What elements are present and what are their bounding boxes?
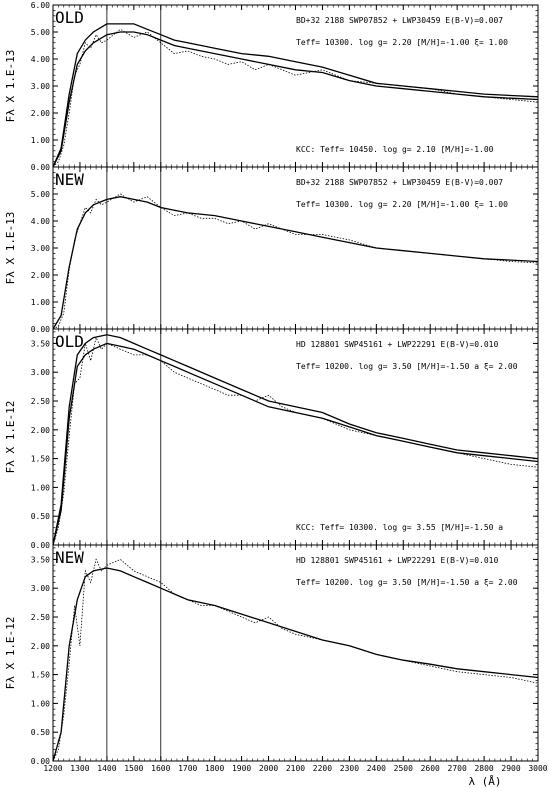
y-tick-label: 0.00 <box>31 163 50 172</box>
y-tick-label: 2.50 <box>31 397 50 406</box>
x-tick-label: 1700 <box>178 764 197 773</box>
x-tick-label: 2200 <box>313 764 332 773</box>
y-axis-label: Fλ X 1.E-13 <box>4 212 17 285</box>
panel-frame <box>52 4 539 168</box>
y-tick-label: 0.00 <box>31 325 50 334</box>
panel-footnote: KCC: Teff= 10450. log g= 2.10 [M/H]=-1.0… <box>296 145 494 154</box>
y-tick-label: 6.00 <box>31 1 50 10</box>
y-axis-label: Fλ X 1.E-12 <box>4 401 17 474</box>
y-tick-label: 3.00 <box>31 584 50 593</box>
panel-info-line: BD+32 2188 SWP07852 + LWP30459 E(B-V)=0.… <box>296 178 503 187</box>
x-tick-label: 2500 <box>394 764 413 773</box>
panel-info-line: Teff= 10200. log g= 3.50 [M/H]=-1.50 a ξ… <box>296 578 518 587</box>
x-tick-label: 1300 <box>70 764 89 773</box>
panel-info-line: HD 128801 SWP45161 + LWP22291 E(B-V)=0.0… <box>296 340 498 349</box>
x-tick-label: 2000 <box>259 764 278 773</box>
y-tick-label: 4.00 <box>31 55 50 64</box>
y-tick-label: 1.50 <box>31 455 50 464</box>
panel-2: 0.00 1.00 2.00 3.00 4.00 5.00 Fλ X 1.E-13 NEW BD… <box>4 166 539 334</box>
y-tick-label: 1.00 <box>31 298 50 307</box>
y-tick-label: 0.00 <box>31 541 50 550</box>
panel-info-line: Teff= 10300. log g= 2.20 [M/H]=-1.00 ξ= … <box>296 38 508 47</box>
x-tick-label: 2600 <box>421 764 440 773</box>
y-tick-label: 1.00 <box>31 483 50 492</box>
x-tick-label: 1600 <box>151 764 170 773</box>
x-tick-label: 2800 <box>474 764 493 773</box>
y-tick-label: 3.00 <box>31 368 50 377</box>
y-tick-label: 3.50 <box>31 339 50 348</box>
y-tick-label: 5.00 <box>31 28 50 37</box>
series-observed <box>52 193 539 330</box>
panel-info-line: Teff= 10200. log g= 3.50 [M/H]=-1.50 a ξ… <box>296 362 518 371</box>
series-model <box>52 31 539 168</box>
series-model-kcc <box>52 23 539 168</box>
panel-3: 0.00 0.50 1.00 1.50 2.00 2.50 3.00 3.50 Fλ X 1.E… <box>4 328 539 550</box>
panel-tag: OLD <box>55 332 84 351</box>
y-tick-label: 2.00 <box>31 642 50 651</box>
panel-tag: NEW <box>55 548 84 567</box>
x-tick-label: 1400 <box>97 764 116 773</box>
y-tick-label: 1.00 <box>31 699 50 708</box>
panel-tag: OLD <box>55 8 84 27</box>
y-tick-label: 1.50 <box>31 671 50 680</box>
y-axis-label: Fλ X 1.E-12 <box>4 617 17 690</box>
y-tick-label: 5.00 <box>31 190 50 199</box>
panel-footnote: KCC: Teff= 10300. log g= 3.55 [M/H]=-1.5… <box>296 523 503 532</box>
x-tick-label: 1800 <box>205 764 224 773</box>
y-tick-label: 0.50 <box>31 512 50 521</box>
x-tick-label: 3000 <box>528 764 547 773</box>
y-tick-label: 3.00 <box>31 82 50 91</box>
y-axis-label: Fλ X 1.E-13 <box>4 50 17 123</box>
x-tick-label: 1900 <box>232 764 251 773</box>
x-tick-label: 2900 <box>501 764 520 773</box>
series-observed <box>52 558 539 762</box>
panel-frame <box>52 166 539 330</box>
panel-1: 0.00 1.00 2.00 3.00 4.00 5.00 6.00 Fλ X 1.E-13 O… <box>4 1 539 172</box>
x-tick-label: 2100 <box>286 764 305 773</box>
panel-info-line: HD 128801 SWP45161 + LWP22291 E(B-V)=0.0… <box>296 556 498 565</box>
y-tick-label: 0.50 <box>31 728 50 737</box>
series-model <box>52 342 539 546</box>
y-tick-label: 2.00 <box>31 271 50 280</box>
x-tick-label: 1500 <box>124 764 143 773</box>
y-tick-label: 2.50 <box>31 613 50 622</box>
x-tick-label: 1200 <box>43 764 62 773</box>
y-tick-label: 2.00 <box>31 109 50 118</box>
panel-info-line: BD+32 2188 SWP07852 + LWP30459 E(B-V)=0.… <box>296 16 503 25</box>
panel-4: 0.00 0.50 1.00 1.50 2.00 2.50 3.00 3.50 Fλ X 1.E… <box>4 544 539 766</box>
series-model <box>52 196 539 330</box>
panel-tag: NEW <box>55 170 84 189</box>
x-tick-label: 2400 <box>367 764 386 773</box>
x-tick-label: 2300 <box>340 764 359 773</box>
panel-info-line: Teff= 10300. log g= 2.20 [M/H]=-1.00 ξ= … <box>296 200 508 209</box>
x-tick-label: 2700 <box>448 764 467 773</box>
series-model-kcc <box>52 334 539 546</box>
y-tick-label: 3.50 <box>31 555 50 564</box>
series-model <box>52 567 539 762</box>
y-tick-label: 3.00 <box>31 244 50 253</box>
x-axis-label: λ (Å) <box>468 775 501 788</box>
y-tick-label: 0.00 <box>31 757 50 766</box>
y-tick-label: 1.00 <box>31 136 50 145</box>
y-tick-label: 2.00 <box>31 426 50 435</box>
y-tick-label: 4.00 <box>31 217 50 226</box>
